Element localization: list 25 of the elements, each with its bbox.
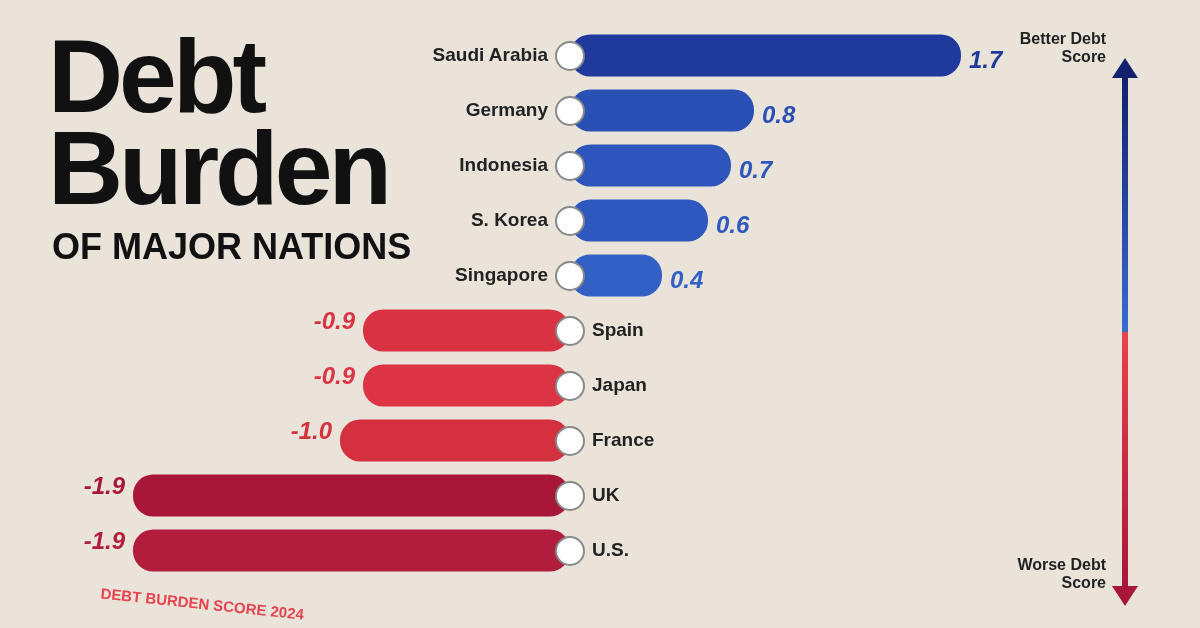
y-tick-label: U.S. xyxy=(592,538,629,560)
data-label: -1.9 xyxy=(83,472,126,500)
data-label: -1.9 xyxy=(83,527,126,555)
text: DEBT BURDEN SCORE 2024 xyxy=(99,584,306,625)
y-tick-label: France xyxy=(592,428,655,450)
data-label: 0.7 xyxy=(739,156,775,184)
data-label: -1.0 xyxy=(290,417,333,445)
data-label: 1.7 xyxy=(969,46,1005,74)
data-label: 0.4 xyxy=(670,266,704,294)
text: Better Debt Score xyxy=(1018,30,1106,66)
y-tick-label: Spain xyxy=(592,318,644,340)
text: Worse Debt Score xyxy=(1016,556,1106,592)
chart-title: Debt Burden xyxy=(48,18,388,226)
data-label: 0.6 xyxy=(716,211,751,239)
y-tick-label: S. Korea xyxy=(470,208,549,230)
y-tick-label: Indonesia xyxy=(459,153,549,175)
data-label: 0.8 xyxy=(762,101,797,129)
y-tick-label: UK xyxy=(592,483,620,505)
y-tick-label: Germany xyxy=(465,98,549,120)
y-tick-label: Singapore xyxy=(455,263,548,285)
data-label: -0.9 xyxy=(313,307,356,335)
data-label: -0.9 xyxy=(313,362,356,390)
text: OF MAJOR NATIONS xyxy=(52,226,412,268)
y-tick-label: Japan xyxy=(592,373,647,395)
y-tick-label: Saudi Arabia xyxy=(432,43,549,65)
